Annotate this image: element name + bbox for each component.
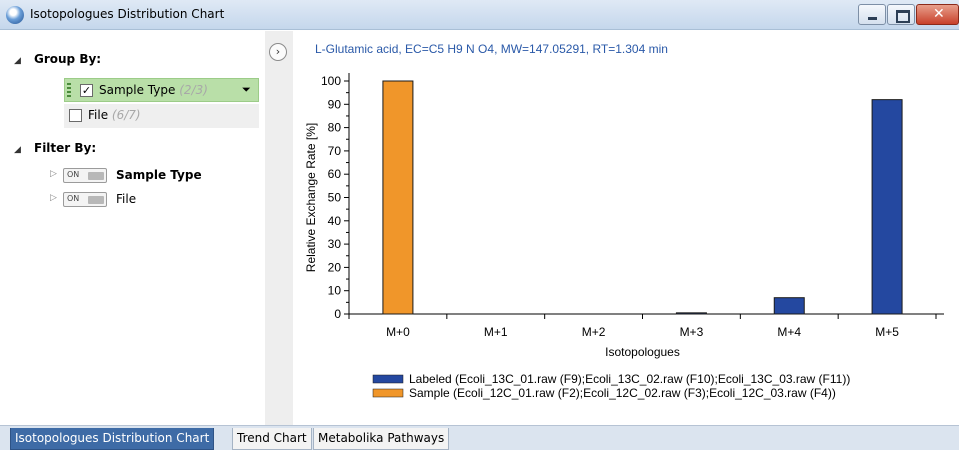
y-axis-label: Relative Exchange Rate [%] xyxy=(304,123,318,272)
x-tick-label: M+2 xyxy=(582,325,606,339)
legend-label: Labeled (Ecoli_13C_01.raw (F9);Ecoli_13C… xyxy=(409,372,850,386)
x-tick-label: M+5 xyxy=(875,325,899,339)
app-icon xyxy=(6,6,24,24)
filter-toggle[interactable]: ON xyxy=(63,168,107,183)
filter-by-header[interactable]: ◢ Filter By: xyxy=(14,141,96,155)
filter-item-label: File xyxy=(116,192,137,206)
y-tick-label: 30 xyxy=(328,237,342,251)
group-item-count: (2/3) xyxy=(179,83,208,97)
drag-handle-icon[interactable] xyxy=(67,83,71,98)
minimize-button[interactable] xyxy=(858,4,886,25)
tab-metabolika-pathways[interactable]: Metabolika Pathways xyxy=(313,428,450,450)
group-item-label: Sample Type (2/3) xyxy=(99,83,208,97)
y-tick-label: 10 xyxy=(328,284,342,298)
x-tick-label: M+3 xyxy=(680,325,704,339)
y-tick-label: 80 xyxy=(328,121,342,135)
group-by-header[interactable]: ◢ Group By: xyxy=(14,52,101,66)
chevron-right-icon[interactable]: › xyxy=(269,43,287,61)
close-button[interactable]: ✕ xyxy=(916,4,959,25)
bar-labeled-M+5 xyxy=(871,99,903,315)
collapse-triangle-icon: ◢ xyxy=(14,56,21,66)
chart-area: L-Glutamic acid, EC=C5 H9 N O4, MW=147.0… xyxy=(293,31,959,425)
sample-type-checkbox[interactable]: ✓ xyxy=(80,84,93,97)
x-tick-label: M+0 xyxy=(386,325,410,339)
filter-item-label: Sample Type xyxy=(116,168,202,182)
bar-labeled-M+4 xyxy=(773,297,805,315)
maximize-button[interactable] xyxy=(887,4,915,25)
x-axis-label: Isotopologues xyxy=(605,345,680,359)
y-tick-label: 20 xyxy=(328,260,342,274)
y-tick-label: 0 xyxy=(334,307,341,321)
y-tick-label: 70 xyxy=(328,144,342,158)
file-checkbox[interactable] xyxy=(69,109,82,122)
y-tick-label: 100 xyxy=(321,74,341,88)
y-tick-label: 60 xyxy=(328,167,342,181)
y-tick-label: 40 xyxy=(328,214,342,228)
sort-icon[interactable]: ⏷ xyxy=(242,83,251,96)
group-by-heading: Group By: xyxy=(34,52,102,66)
x-tick-label: M+4 xyxy=(777,325,801,339)
group-item-file[interactable]: File (6/7) xyxy=(64,104,259,128)
y-tick-label: 50 xyxy=(328,191,342,205)
y-tick-label: 90 xyxy=(328,97,342,111)
group-item-sample-type[interactable]: ✓ Sample Type (2/3) ⏷ xyxy=(64,78,259,102)
x-tick-label: M+1 xyxy=(484,325,508,339)
group-item-count: (6/7) xyxy=(111,108,141,122)
expand-triangle-icon[interactable]: ▷ xyxy=(50,169,57,179)
filter-by-heading: Filter By: xyxy=(34,141,97,155)
tab-trend-chart[interactable]: Trend Chart xyxy=(232,428,312,450)
chart-title: L-Glutamic acid, EC=C5 H9 N O4, MW=147.0… xyxy=(315,42,668,56)
isotopologue-chart: L-Glutamic acid, EC=C5 H9 N O4, MW=147.0… xyxy=(304,42,944,400)
window-title: Isotopologues Distribution Chart xyxy=(30,7,225,21)
title-bar: Isotopologues Distribution Chart ✕ xyxy=(0,0,959,30)
expand-triangle-icon[interactable]: ▷ xyxy=(50,193,57,203)
legend-swatch xyxy=(372,388,404,398)
tab-isotopologues-distribution-chart[interactable]: Isotopologues Distribution Chart xyxy=(10,428,215,450)
legend-swatch xyxy=(372,374,404,384)
tab-bar: Isotopologues Distribution Chart Trend C… xyxy=(0,425,959,450)
filter-toggle[interactable]: ON xyxy=(63,192,107,207)
bar-labeled-M+3 xyxy=(675,312,707,315)
legend-label: Sample (Ecoli_12C_01.raw (F2);Ecoli_12C_… xyxy=(409,386,836,400)
grouping-panel: ◢ Group By: ✓ Sample Type (2/3) ⏷ File (6… xyxy=(0,31,265,425)
group-item-label: File (6/7) xyxy=(88,108,141,122)
panel-splitter[interactable]: › xyxy=(265,31,293,425)
collapse-triangle-icon: ◢ xyxy=(14,145,21,155)
close-icon: ✕ xyxy=(933,6,945,22)
bar-sample-M+0 xyxy=(382,80,414,315)
